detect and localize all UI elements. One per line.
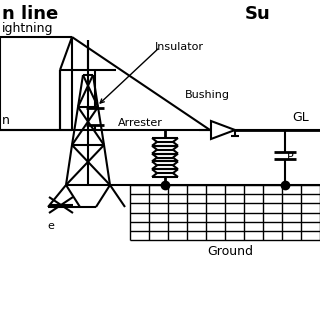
Text: Su: Su <box>245 5 271 23</box>
Text: GL: GL <box>292 111 309 124</box>
Polygon shape <box>211 121 235 139</box>
Text: ightning: ightning <box>2 22 53 35</box>
Text: Insulator: Insulator <box>155 42 204 52</box>
Text: e: e <box>47 221 54 231</box>
Text: Arrester: Arrester <box>118 118 163 128</box>
Text: P: P <box>287 152 294 162</box>
Text: n line: n line <box>2 5 58 23</box>
Text: Ground: Ground <box>207 245 253 258</box>
Text: Bushing: Bushing <box>185 90 230 100</box>
Text: n: n <box>2 114 10 126</box>
